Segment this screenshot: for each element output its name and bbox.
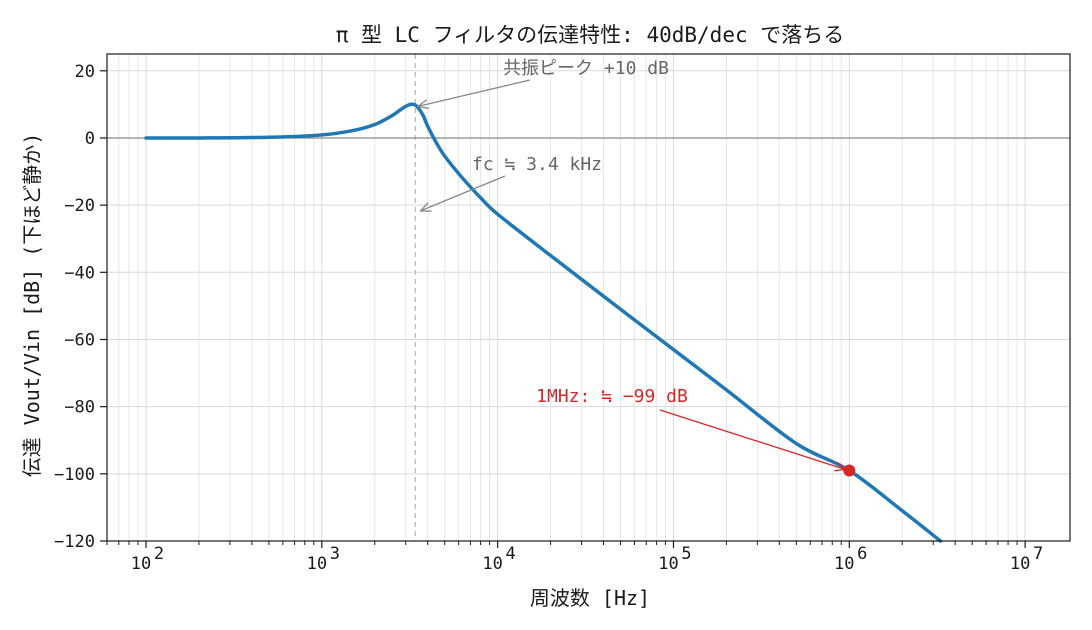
x-tick-label: 10 bbox=[482, 554, 502, 574]
x-tick-label: 10 bbox=[1010, 554, 1030, 574]
y-tick-label: −20 bbox=[64, 196, 95, 216]
peak-annotation-label: 共振ピーク +10 dB bbox=[503, 58, 669, 79]
y-axis-label: 伝達 Vout/Vin [dB] (下ほど静か) bbox=[20, 133, 44, 478]
peak-annotation-arrow bbox=[417, 79, 531, 108]
x-tick-label: 10 bbox=[131, 554, 151, 574]
x-tick-label: 10 bbox=[658, 554, 678, 574]
x-axis-label: 周波数 [Hz] bbox=[530, 586, 650, 610]
1mhz-annotation-arrow bbox=[659, 409, 846, 471]
series-line bbox=[144, 102, 943, 543]
x-axis-ticks: 10 2 10 3 10 4 10 5 10 6 10 7 bbox=[106, 541, 1043, 574]
series-layer bbox=[144, 102, 943, 543]
y-tick-label: 0 bbox=[85, 129, 95, 149]
y-tick-label: −60 bbox=[64, 330, 95, 350]
y-tick-label: −100 bbox=[54, 465, 95, 485]
peak-annotation-arrowhead bbox=[416, 99, 429, 110]
y-tick-label: 20 bbox=[75, 62, 95, 82]
plot-frame bbox=[106, 53, 1071, 542]
x-tick-label: 10 bbox=[307, 554, 327, 574]
1mhz-marker-point bbox=[843, 464, 856, 477]
x-tick-label-exponent: 6 bbox=[857, 544, 867, 564]
y-tick-label: −80 bbox=[64, 398, 95, 418]
x-tick-label-exponent: 2 bbox=[154, 544, 164, 564]
y-tick-label: −40 bbox=[64, 263, 95, 283]
x-tick-label-exponent: 3 bbox=[330, 544, 340, 564]
1mhz-annotation-label: 1MHz: ≒ −99 dB bbox=[536, 386, 688, 407]
x-tick-label-exponent: 4 bbox=[506, 544, 516, 564]
y-tick-label: −120 bbox=[54, 532, 95, 552]
x-tick-label: 10 bbox=[834, 554, 854, 574]
y-axis-ticks: 20 0 −20 −40 −60 −80 −100 −120 bbox=[54, 62, 107, 552]
x-tick-label-exponent: 5 bbox=[681, 544, 691, 564]
cutoff-annotation-label: fc ≒ 3.4 kHz bbox=[472, 154, 602, 175]
cutoff-annotation-arrow bbox=[420, 175, 506, 212]
x-tick-label-exponent: 7 bbox=[1033, 544, 1043, 564]
annotations: 共振ピーク +10 dB fc ≒ 3.4 kHz 1MHz: ≒ −99 dB bbox=[416, 58, 847, 472]
cutoff-annotation-arrowhead bbox=[419, 202, 432, 212]
chart-title: π 型 LC フィルタの伝達特性: 40dB/dec で落ちる bbox=[336, 23, 845, 47]
